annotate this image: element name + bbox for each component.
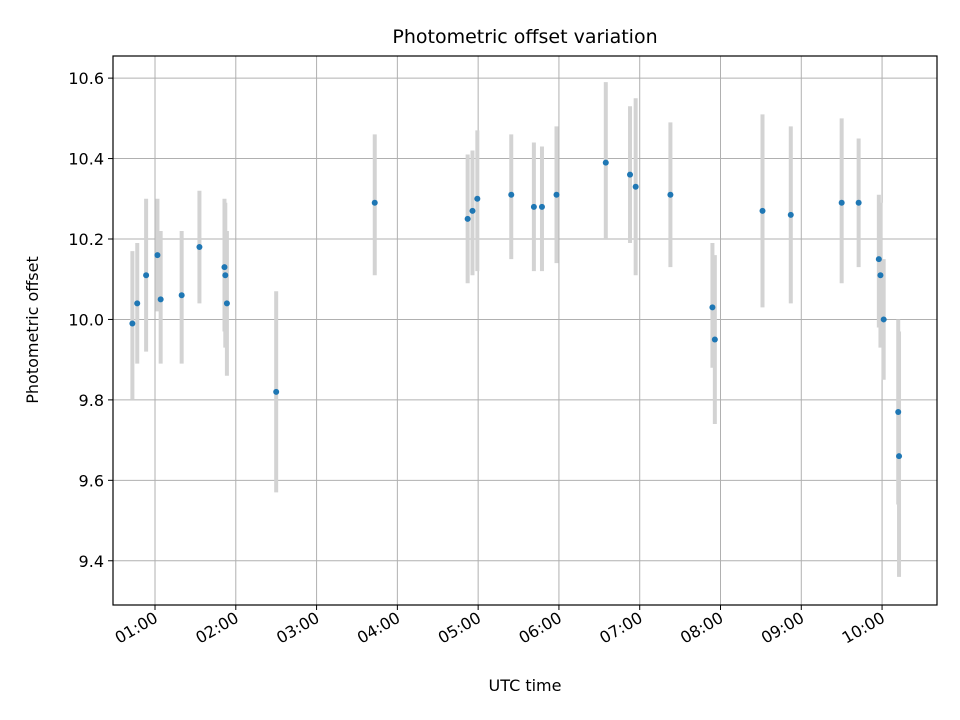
y-tick-label: 9.4 <box>79 552 104 571</box>
data-point <box>154 252 161 259</box>
data-point <box>464 215 471 222</box>
x-axis-label: UTC time <box>489 676 562 695</box>
data-point <box>787 211 794 218</box>
data-point <box>877 272 884 279</box>
data-point <box>530 203 537 210</box>
data-point <box>469 207 476 214</box>
data-point <box>553 191 560 198</box>
y-tick-label: 9.8 <box>79 391 104 410</box>
data-point <box>632 183 639 190</box>
data-point <box>895 408 902 415</box>
y-tick-label: 10.6 <box>68 69 104 88</box>
y-axis-label: Photometric offset <box>23 256 42 404</box>
data-point <box>143 272 150 279</box>
data-point <box>129 320 136 327</box>
data-point <box>538 203 545 210</box>
data-point <box>134 300 141 307</box>
data-point <box>222 272 229 279</box>
data-point <box>667 191 674 198</box>
data-points <box>129 159 903 460</box>
data-point <box>627 171 634 178</box>
data-point <box>896 453 903 460</box>
chart-title: Photometric offset variation <box>392 26 657 48</box>
data-point <box>223 300 230 307</box>
data-point <box>709 304 716 311</box>
data-point <box>273 388 280 395</box>
data-point <box>371 199 378 206</box>
data-point <box>508 191 515 198</box>
data-point <box>855 199 862 206</box>
data-point <box>838 199 845 206</box>
data-point <box>196 244 203 251</box>
y-tick-label: 10.2 <box>68 230 104 249</box>
y-axis-ticks: 9.4 9.6 9.8 10.0 10.2 10.4 10.6 <box>68 69 113 571</box>
data-point <box>711 336 718 343</box>
plot-frame <box>112 55 938 606</box>
data-point <box>880 316 887 323</box>
data-point <box>474 195 481 202</box>
y-tick-label: 10.0 <box>68 310 104 329</box>
y-tick-label: 10.4 <box>68 150 104 169</box>
data-point <box>602 159 609 166</box>
data-point <box>221 264 228 271</box>
y-tick-label: 9.6 <box>79 471 104 490</box>
data-point <box>875 256 882 263</box>
data-point <box>178 292 185 299</box>
data-point <box>157 296 164 303</box>
data-point <box>759 207 766 214</box>
